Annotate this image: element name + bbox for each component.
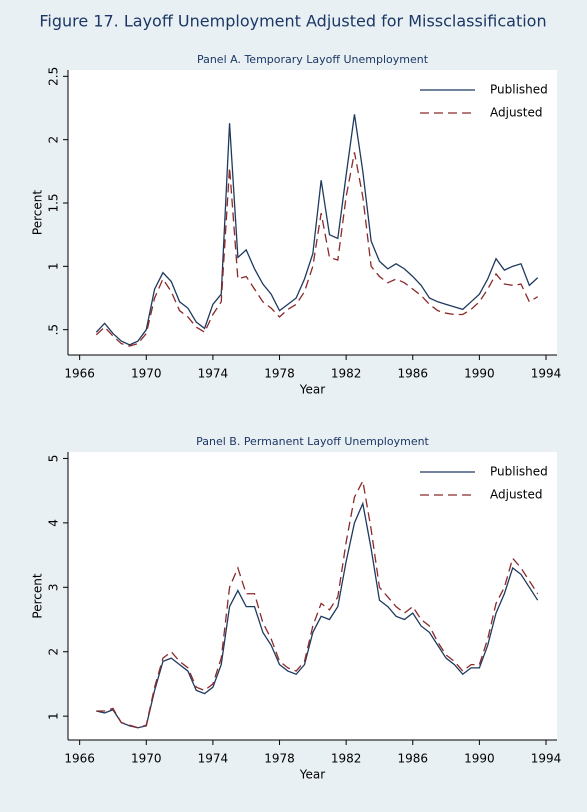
legend-label: Adjusted [490, 106, 543, 120]
line-series [96, 478, 539, 729]
x-tick-label: 1966 [64, 367, 95, 381]
x-axis-label: Year [299, 383, 325, 397]
y-tick-label: 2 [47, 136, 61, 144]
x-tick-label: 1982 [331, 752, 362, 766]
x-tick-label: 1994 [531, 367, 562, 381]
x-tick-label: 1994 [531, 752, 562, 766]
x-tick-label: 1970 [131, 367, 162, 381]
x-tick-label: 1974 [198, 367, 229, 381]
x-tick-label: 1978 [264, 752, 295, 766]
x-tick-label: 1966 [64, 752, 95, 766]
y-tick-label: 2.5 [47, 67, 61, 86]
line-series [95, 152, 539, 347]
y-axis-label: Percent [31, 190, 45, 235]
legend-label: Adjusted [490, 488, 543, 502]
y-axis-label: Percent [31, 573, 45, 618]
legend-label: Published [490, 83, 548, 97]
panel-title: Panel A. Temporary Layoff Unemployment [197, 53, 429, 66]
line-series [95, 114, 539, 346]
x-axis-label: Year [299, 768, 325, 782]
plot-area [68, 70, 557, 355]
y-tick-label: 2 [47, 648, 61, 656]
x-tick-label: 1974 [198, 752, 229, 766]
y-tick-label: 1 [47, 263, 61, 271]
x-tick-label: 1986 [397, 367, 428, 381]
x-tick-label: 1982 [331, 367, 362, 381]
x-tick-label: 1990 [464, 752, 495, 766]
y-tick-label: .5 [47, 324, 61, 335]
x-tick-label: 1990 [464, 367, 495, 381]
y-tick-label: 1.5 [47, 193, 61, 212]
y-tick-label: 4 [47, 519, 61, 527]
y-tick-label: 5 [47, 455, 61, 463]
figure-title: Figure 17. Layoff Unemployment Adjusted … [39, 12, 546, 31]
line-series [96, 501, 539, 729]
panel-title: Panel B. Permanent Layoff Unemployment [196, 435, 429, 448]
x-tick-label: 1970 [131, 752, 162, 766]
y-tick-label: 3 [47, 583, 61, 591]
x-tick-label: 1986 [397, 752, 428, 766]
x-tick-label: 1978 [264, 367, 295, 381]
plot-area [68, 452, 557, 740]
y-tick-label: 1 [47, 712, 61, 720]
legend-label: Published [490, 465, 548, 479]
